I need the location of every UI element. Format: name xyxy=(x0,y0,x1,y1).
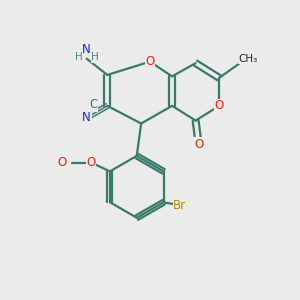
Text: O: O xyxy=(194,138,203,151)
Text: O: O xyxy=(146,55,154,68)
Text: N: N xyxy=(82,111,91,124)
Text: N: N xyxy=(82,44,91,56)
Text: O: O xyxy=(214,99,224,112)
Text: O: O xyxy=(86,156,95,169)
Text: Br: Br xyxy=(173,199,186,212)
Text: H: H xyxy=(91,52,99,62)
Text: H: H xyxy=(75,52,82,62)
Text: C: C xyxy=(89,98,97,111)
Text: CH₃: CH₃ xyxy=(238,54,258,64)
Text: O: O xyxy=(58,156,67,169)
